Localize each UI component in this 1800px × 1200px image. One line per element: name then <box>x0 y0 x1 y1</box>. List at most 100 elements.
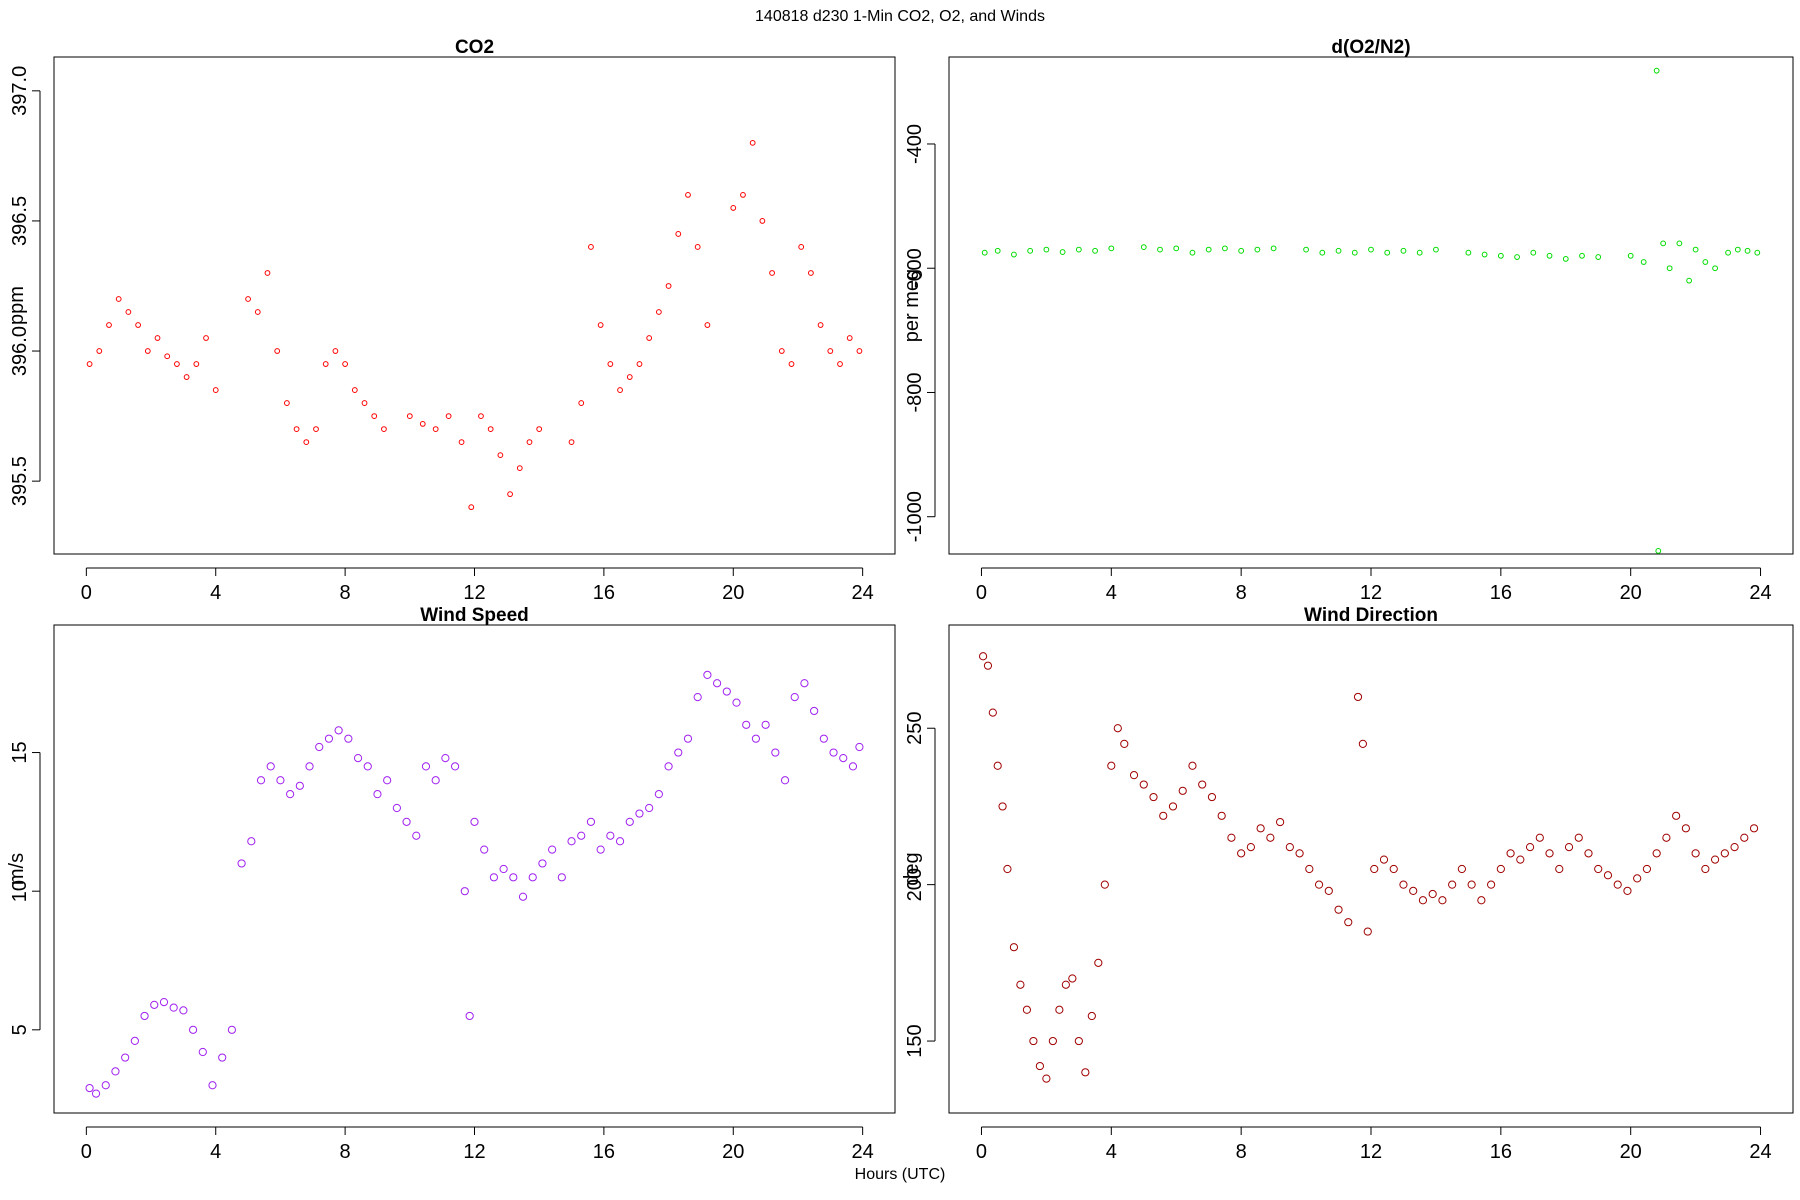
figure-title: 140818 d230 1-Min CO2, O2, and Winds <box>755 8 1045 25</box>
wind-speed-point <box>703 670 712 680</box>
d-o2-n2-plot-frame <box>948 56 1794 555</box>
co2-point <box>759 218 766 224</box>
wind-speed-point <box>606 831 615 840</box>
d-o2-n2-point <box>1092 247 1098 254</box>
wind-speed-point <box>101 1081 110 1090</box>
co2-point <box>798 244 805 250</box>
co2-point <box>655 309 662 315</box>
wind-direction-x-tick-label: 0 <box>976 1141 987 1163</box>
co2-point <box>665 283 672 289</box>
wind-speed-points <box>85 670 864 1098</box>
d-o2-n2-point <box>1712 265 1718 272</box>
wind-speed-point <box>85 1083 94 1093</box>
wind-direction-point <box>1506 849 1515 858</box>
co2-point <box>351 387 358 393</box>
wind-speed-y-tick-label: 5 <box>9 1024 31 1035</box>
wind-speed-point <box>465 1011 474 1021</box>
co2-point <box>749 139 756 146</box>
co2-point <box>432 426 439 432</box>
co2-point <box>778 348 785 354</box>
wind-speed-x-tick-label: 24 <box>852 1141 874 1163</box>
co2-point <box>578 400 585 406</box>
co2-point <box>293 426 300 432</box>
wind-direction-point <box>1100 880 1109 889</box>
wind-speed-point <box>548 845 557 854</box>
co2-plot-frame <box>53 56 896 555</box>
co2-point <box>730 205 737 211</box>
wind-direction-point <box>1068 974 1077 983</box>
co2-point <box>164 353 171 360</box>
wind-direction-point <box>1314 880 1324 889</box>
wind-speed-point <box>159 997 169 1007</box>
wind-direction-point <box>1129 771 1139 780</box>
d-o2-n2-point <box>1108 245 1115 252</box>
co2-point <box>694 244 701 250</box>
co2-point <box>769 270 775 276</box>
wind-direction-point <box>1178 786 1187 795</box>
d-o2-n2-point <box>1189 249 1196 256</box>
d-o2-n2-y-tick-label: -600 <box>904 248 926 288</box>
wind-direction-x-tick-label: 20 <box>1620 1141 1642 1163</box>
co2-point <box>303 439 310 446</box>
co2-x-tick-label: 12 <box>463 582 485 604</box>
wind-direction-point <box>998 802 1007 811</box>
wind-direction-point <box>1672 811 1681 820</box>
wind-direction-point <box>1603 871 1613 880</box>
wind-direction-point <box>1574 833 1583 842</box>
d-o2-n2-x-tick-label: 8 <box>1236 582 1247 604</box>
wind-direction-point <box>1438 896 1447 905</box>
co2-y-tick-label: 397.0 <box>9 66 31 116</box>
d-o2-n2-point <box>1157 246 1163 253</box>
d-o2-n2-point <box>1433 246 1439 253</box>
wind-speed-point <box>771 748 780 757</box>
wind-direction-point <box>1496 864 1505 874</box>
d-o2-n2-point <box>1384 249 1391 256</box>
d-o2-n2-point <box>1546 252 1553 259</box>
wind-speed-point <box>276 776 285 785</box>
co2-point <box>817 322 824 328</box>
co2-point <box>507 491 513 498</box>
wind-speed-point <box>402 817 411 826</box>
wind-direction-point <box>1379 855 1389 864</box>
wind-speed-point <box>509 873 518 882</box>
wind-speed-point <box>674 748 683 757</box>
co2-point <box>827 348 834 354</box>
co2-point <box>144 348 151 354</box>
wind-speed-point <box>208 1081 217 1090</box>
co2-point <box>808 270 814 276</box>
d-o2-n2-point <box>1702 259 1709 265</box>
wind-direction-point <box>1740 833 1749 842</box>
wind-speed-point <box>480 845 489 854</box>
co2-point <box>322 361 329 367</box>
wind-speed-point <box>810 706 819 716</box>
wind-speed-point <box>179 1006 188 1015</box>
co2-point <box>135 322 142 328</box>
wind-speed-point <box>130 1036 139 1046</box>
co2-point <box>313 426 319 432</box>
d-o2-n2-y-tick-label: -1000 <box>904 491 926 542</box>
d-o2-n2-point <box>1027 247 1034 254</box>
d-o2-n2-point <box>1075 246 1082 253</box>
co2-point <box>86 361 93 367</box>
wind-direction-x-tick-label: 8 <box>1236 1141 1247 1163</box>
wind-direction-point <box>1613 880 1622 889</box>
wind-direction-point <box>1428 889 1437 899</box>
wind-direction-point <box>1285 843 1294 852</box>
wind-direction-point <box>1363 927 1372 936</box>
d-o2-n2-x-tick-label: 0 <box>976 582 987 604</box>
wind-direction-title: Wind Direction <box>1304 605 1438 626</box>
d-o2-n2-point <box>1400 247 1407 254</box>
co2-point <box>106 322 112 328</box>
wind-speed-point <box>450 762 460 771</box>
d-o2-n2-point <box>1579 252 1585 259</box>
wind-direction-point <box>1448 880 1457 889</box>
wind-direction-point <box>1074 1036 1083 1046</box>
wind-direction-point <box>1730 843 1739 852</box>
wind-speed-point <box>829 748 838 757</box>
wind-speed-point <box>470 817 479 826</box>
wind-direction-panel: Wind Direction 0 4 8 12 16 20 24 150 200 250 deg <box>901 605 1794 1163</box>
wind-speed-point <box>557 873 566 882</box>
co2-point <box>646 335 653 341</box>
wind-speed-point <box>538 859 547 868</box>
wind-direction-point <box>1399 880 1408 889</box>
